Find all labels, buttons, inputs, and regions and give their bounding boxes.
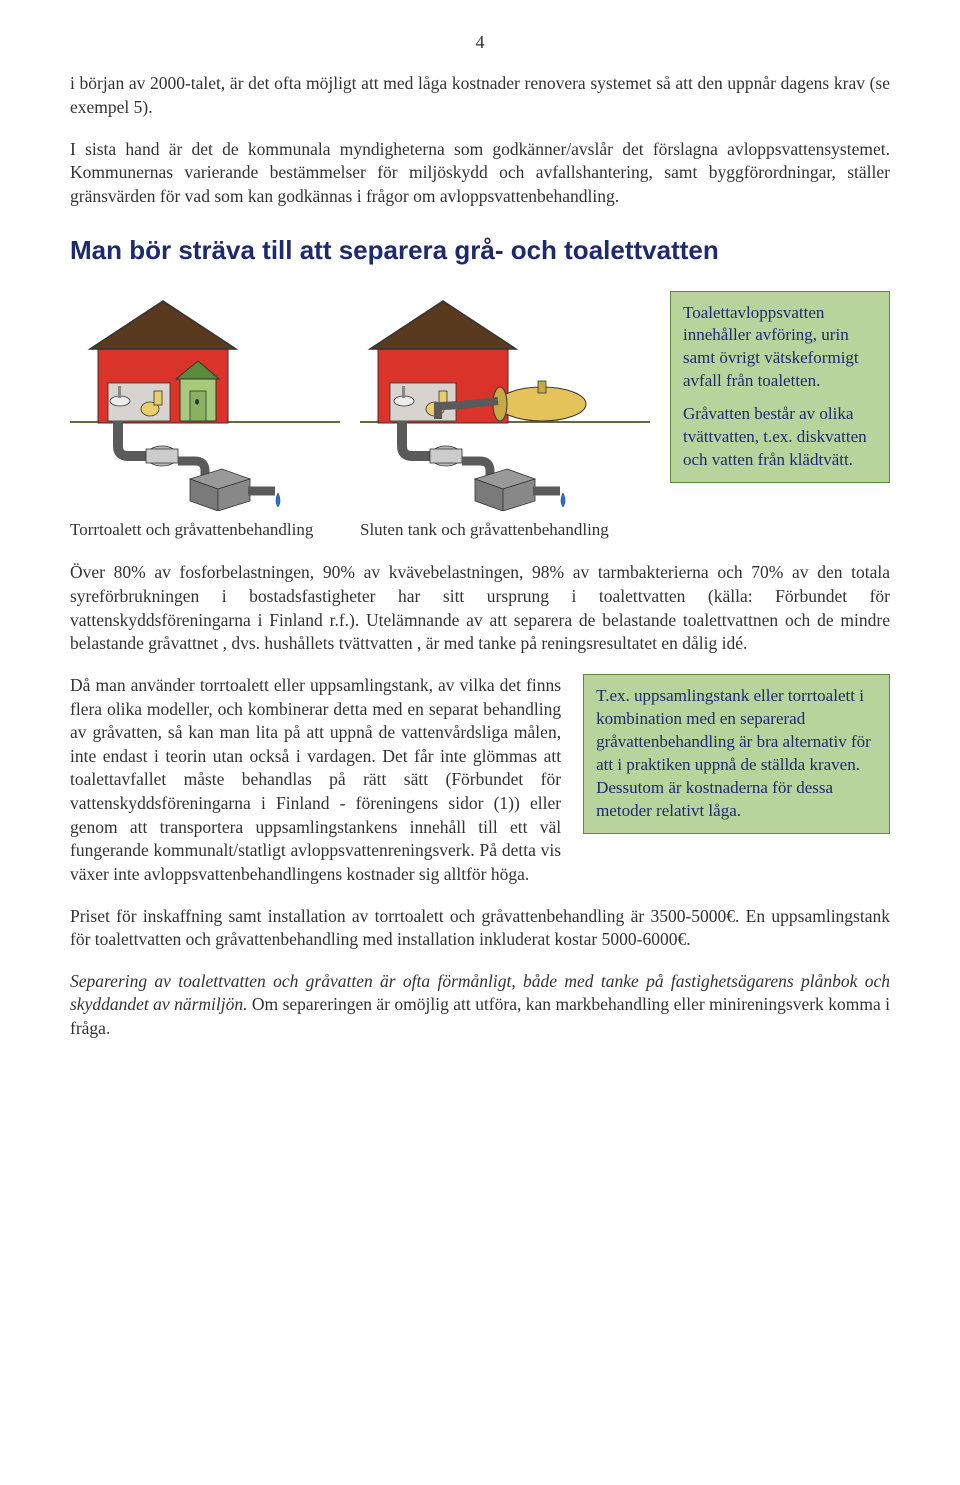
diagram-right: Sluten tank och gråvattenbehandling (360, 291, 650, 542)
infobox-def-gravatten: Gråvatten består av olika tvättvatten, t… (683, 403, 877, 472)
infobox-alternatives: T.ex. uppsamlingstank eller torrtoalett … (583, 674, 890, 834)
diagram-left-caption: Torrtoalett och gråvattenbehandling (70, 519, 340, 542)
sluten-tank-diagram-icon (360, 291, 650, 511)
diagram-left: Torrtoalett och gråvattenbehandling (70, 291, 340, 542)
two-col-left-text: Då man använder torrtoalett eller uppsam… (70, 674, 561, 887)
intro-paragraph-1: i början av 2000-talet, är det ofta möjl… (70, 72, 890, 119)
diagram-right-caption: Sluten tank och gråvattenbehandling (360, 519, 650, 542)
middle-paragraph: Över 80% av fosforbelastningen, 90% av k… (70, 561, 890, 656)
price-paragraph: Priset för inskaffning samt installation… (70, 905, 890, 952)
diagram-row: Torrtoalett och gråvattenbehandling (70, 291, 890, 542)
intro-paragraph-2: I sista hand är det de kommunala myndigh… (70, 138, 890, 209)
torrtoalett-diagram-icon (70, 291, 340, 511)
two-column-section: Då man använder torrtoalett eller uppsam… (70, 674, 890, 887)
section-heading: Man bör sträva till att separera grå- oc… (70, 233, 890, 268)
infobox-definitions: Toalettavloppsvatten innehåller avföring… (670, 291, 890, 484)
infobox-def-toalett: Toalettavloppsvatten innehåller avföring… (683, 302, 877, 394)
page-number: 4 (70, 30, 890, 54)
final-paragraph: Separering av toalettvatten och gråvatte… (70, 970, 890, 1041)
